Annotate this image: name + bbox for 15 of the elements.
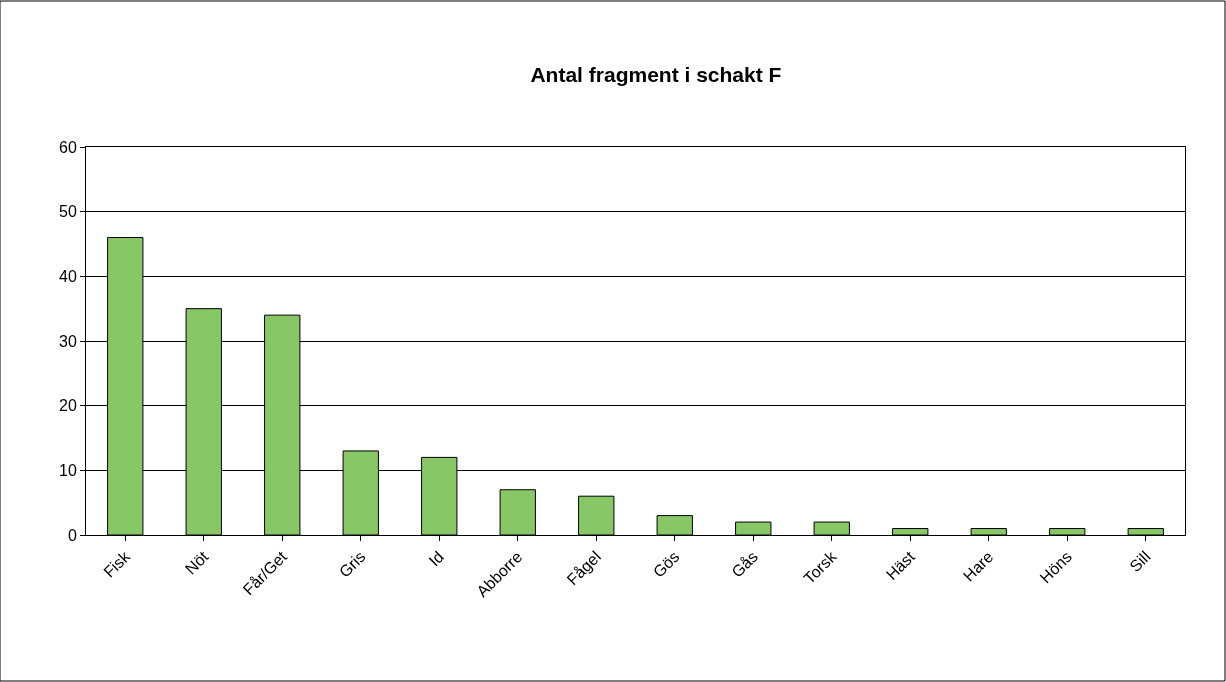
x-tick-label: Gås (728, 547, 762, 581)
y-tick-label: 50 (59, 203, 77, 221)
y-tick-label: 40 (59, 267, 77, 285)
x-tick-label: Id (425, 547, 448, 570)
y-tick-label: 60 (59, 138, 77, 156)
x-tick-label: Nöt (181, 547, 212, 578)
x-tick-label: Gris (335, 547, 369, 581)
x-tick-label: Gös (649, 547, 683, 581)
x-tick-label: Sill (1126, 547, 1154, 576)
y-tick-label: 10 (59, 461, 77, 479)
y-tick-label: 30 (59, 332, 77, 350)
x-tick-label: Fisk (100, 547, 134, 581)
y-tick-label: 0 (67, 526, 77, 544)
y-tick-label: 20 (59, 397, 77, 415)
chart-title: Antal fragment i schakt F (530, 63, 782, 87)
